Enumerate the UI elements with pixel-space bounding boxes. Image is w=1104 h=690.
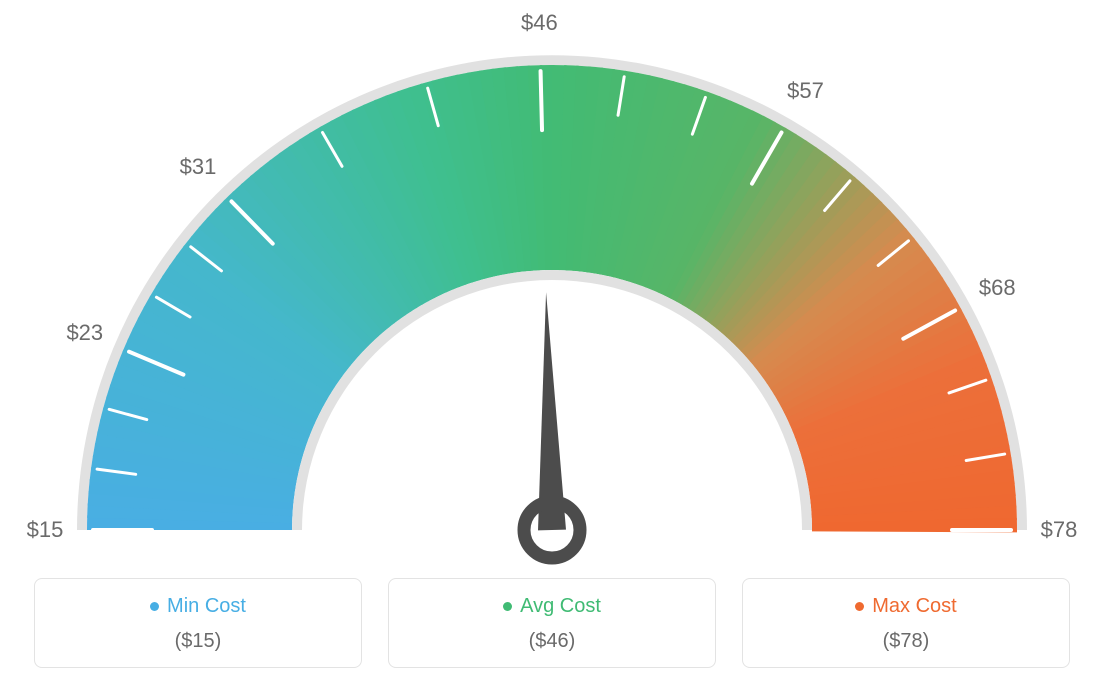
legend-title-max: Max Cost xyxy=(855,595,956,618)
legend-title-min: Min Cost xyxy=(150,595,246,618)
legend-card-min: Min Cost ($15) xyxy=(34,578,362,668)
gauge-tick-label: $46 xyxy=(521,10,558,36)
legend-label-avg: Avg Cost xyxy=(520,595,601,618)
gauge-tick-label: $15 xyxy=(27,517,64,543)
legend-row: Min Cost ($15) Avg Cost ($46) Max Cost (… xyxy=(34,578,1070,668)
gauge-tick-label: $23 xyxy=(66,320,103,346)
legend-card-avg: Avg Cost ($46) xyxy=(388,578,716,668)
legend-label-max: Max Cost xyxy=(872,595,956,618)
legend-value-max: ($78) xyxy=(753,630,1059,653)
legend-value-avg: ($46) xyxy=(399,630,705,653)
legend-dot-max xyxy=(855,602,864,611)
gauge-tick-label: $68 xyxy=(979,275,1016,301)
gauge-tick-label: $31 xyxy=(180,154,217,180)
gauge-svg xyxy=(0,0,1104,570)
legend-label-min: Min Cost xyxy=(167,595,246,618)
chart-container: $15 $23 $31 $46 $57 $68 $78 Min Cost ($15) Avg… xyxy=(0,0,1104,690)
legend-title-avg: Avg Cost xyxy=(503,595,601,618)
legend-dot-min xyxy=(150,602,159,611)
gauge-tick-label: $57 xyxy=(787,78,824,104)
gauge-area: $15 $23 $31 $46 $57 $68 $78 xyxy=(0,0,1104,570)
gauge-tick-label: $78 xyxy=(1041,517,1078,543)
legend-card-max: Max Cost ($78) xyxy=(742,578,1070,668)
legend-dot-avg xyxy=(503,602,512,611)
legend-value-min: ($15) xyxy=(45,630,351,653)
